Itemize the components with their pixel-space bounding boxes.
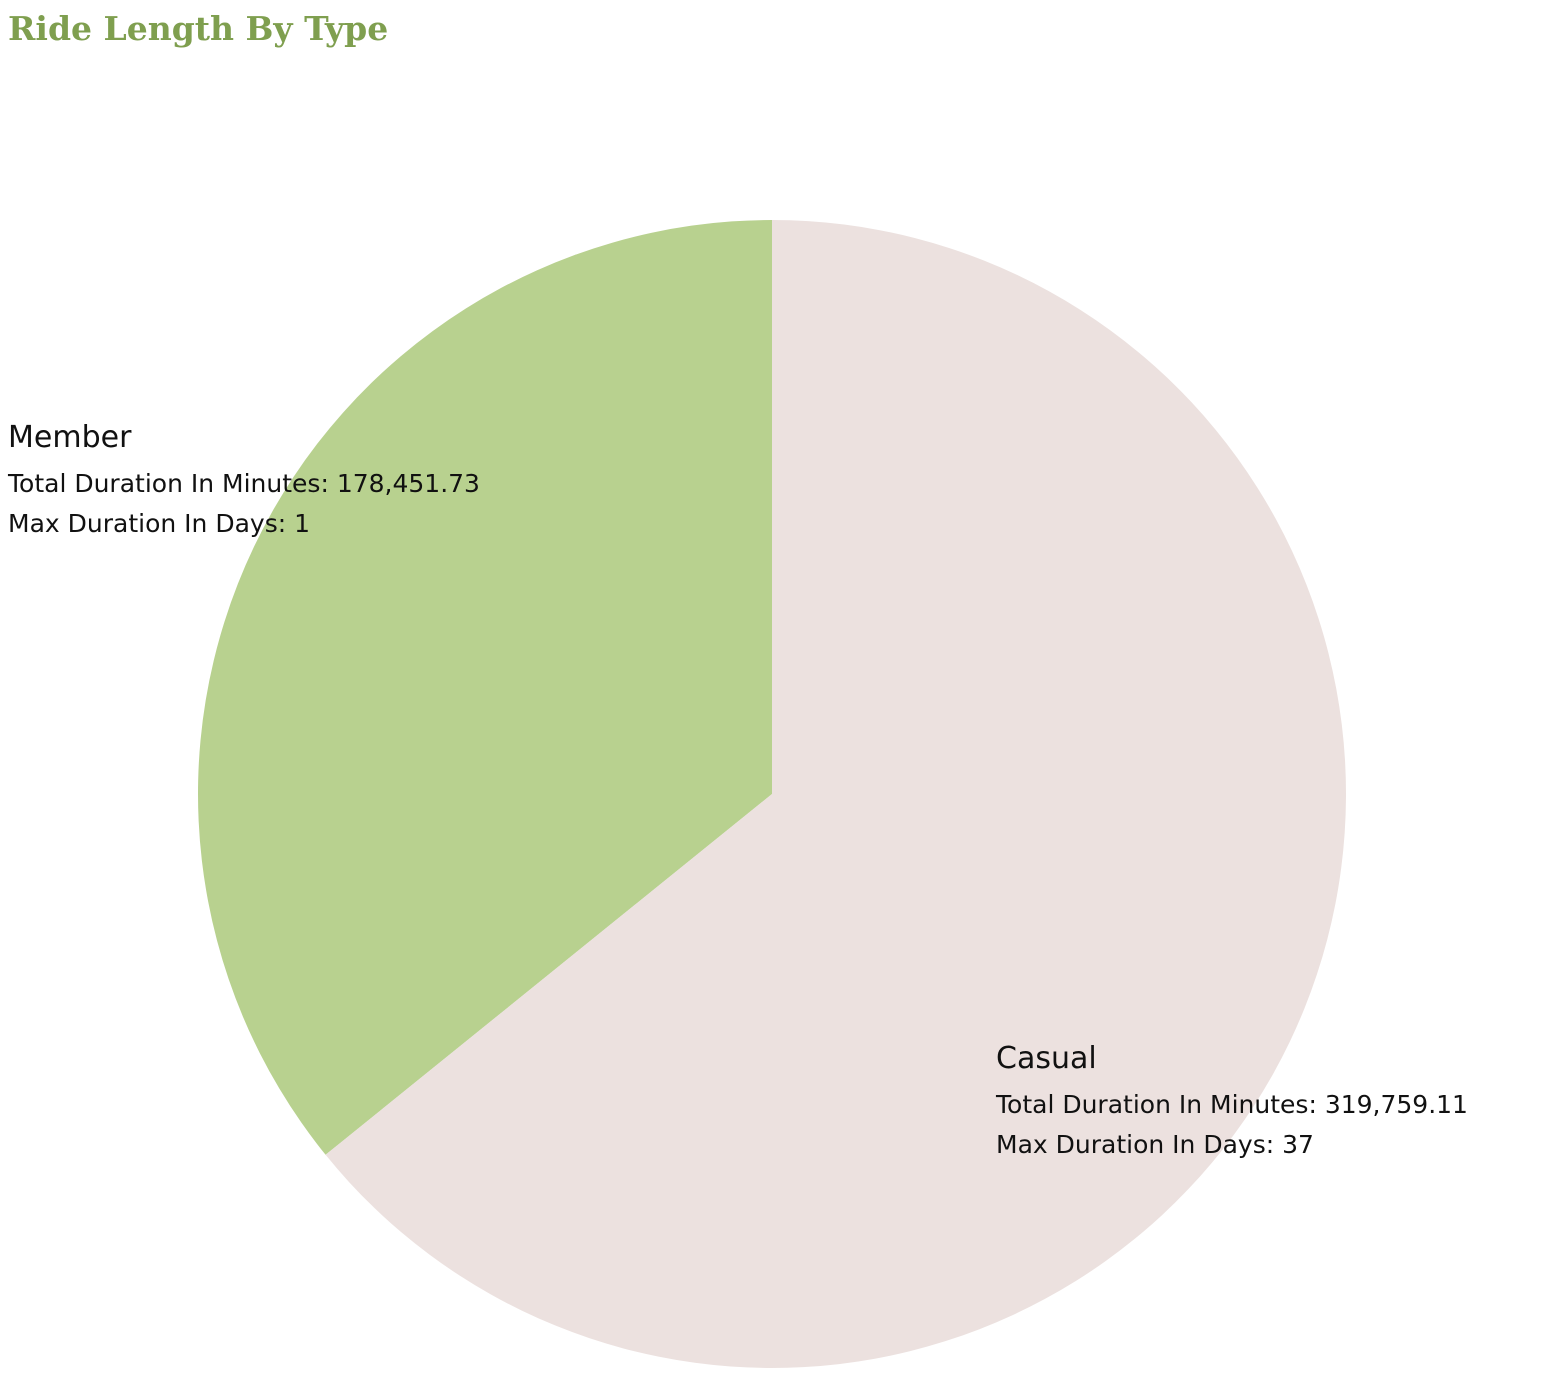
slice-name-member: Member [8, 420, 132, 455]
slice-max-member: Max Duration In Days: 1 [8, 509, 310, 538]
slice-max-casual: Max Duration In Days: 37 [996, 1130, 1314, 1159]
pie-slice-casual [325, 220, 1347, 1369]
slice-label-casual: Casual Total Duration In Minutes: 319,75… [996, 1039, 1468, 1165]
slice-total-member: Total Duration In Minutes: 178,451.73 [8, 469, 480, 498]
slice-total-casual: Total Duration In Minutes: 319,759.11 [996, 1090, 1468, 1119]
chart-title: Ride Length By Type [8, 9, 389, 48]
slice-name-casual: Casual [996, 1041, 1097, 1076]
pie-slice-member [198, 220, 773, 1155]
slice-label-member: Member Total Duration In Minutes: 178,45… [8, 418, 480, 544]
